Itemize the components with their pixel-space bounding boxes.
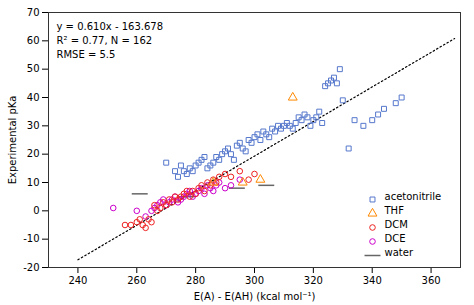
svg-text:70: 70 [27, 7, 40, 18]
svg-text:340: 340 [363, 275, 382, 286]
svg-text:50: 50 [27, 63, 40, 74]
svg-text:E(A) - E(AH) (kcal mol⁻¹): E(A) - E(AH) (kcal mol⁻¹) [194, 291, 316, 302]
svg-text:y = 0.610x - 163.678: y = 0.610x - 163.678 [57, 21, 164, 32]
svg-text:280: 280 [186, 275, 205, 286]
svg-text:10: 10 [27, 177, 40, 188]
svg-text:Experimental pKa: Experimental pKa [7, 96, 18, 185]
svg-text:40: 40 [27, 92, 40, 103]
svg-text:0: 0 [33, 205, 39, 216]
svg-text:acetonitrile: acetonitrile [385, 191, 442, 202]
svg-text:360: 360 [422, 275, 441, 286]
svg-text:240: 240 [68, 275, 87, 286]
svg-text:water: water [385, 247, 414, 258]
svg-text:RMSE = 5.5: RMSE = 5.5 [57, 49, 116, 60]
svg-text:-20: -20 [23, 262, 39, 273]
svg-text:R² = 0.77, N = 162: R² = 0.77, N = 162 [57, 35, 153, 46]
svg-text:20: 20 [27, 148, 40, 159]
svg-text:DCM: DCM [385, 219, 408, 230]
svg-text:300: 300 [245, 275, 264, 286]
svg-text:320: 320 [304, 275, 323, 286]
svg-text:260: 260 [127, 275, 146, 286]
svg-text:30: 30 [27, 120, 40, 131]
svg-text:60: 60 [27, 35, 40, 46]
svg-text:-10: -10 [23, 233, 39, 244]
svg-text:THF: THF [384, 205, 405, 216]
svg-text:DCE: DCE [385, 233, 406, 244]
